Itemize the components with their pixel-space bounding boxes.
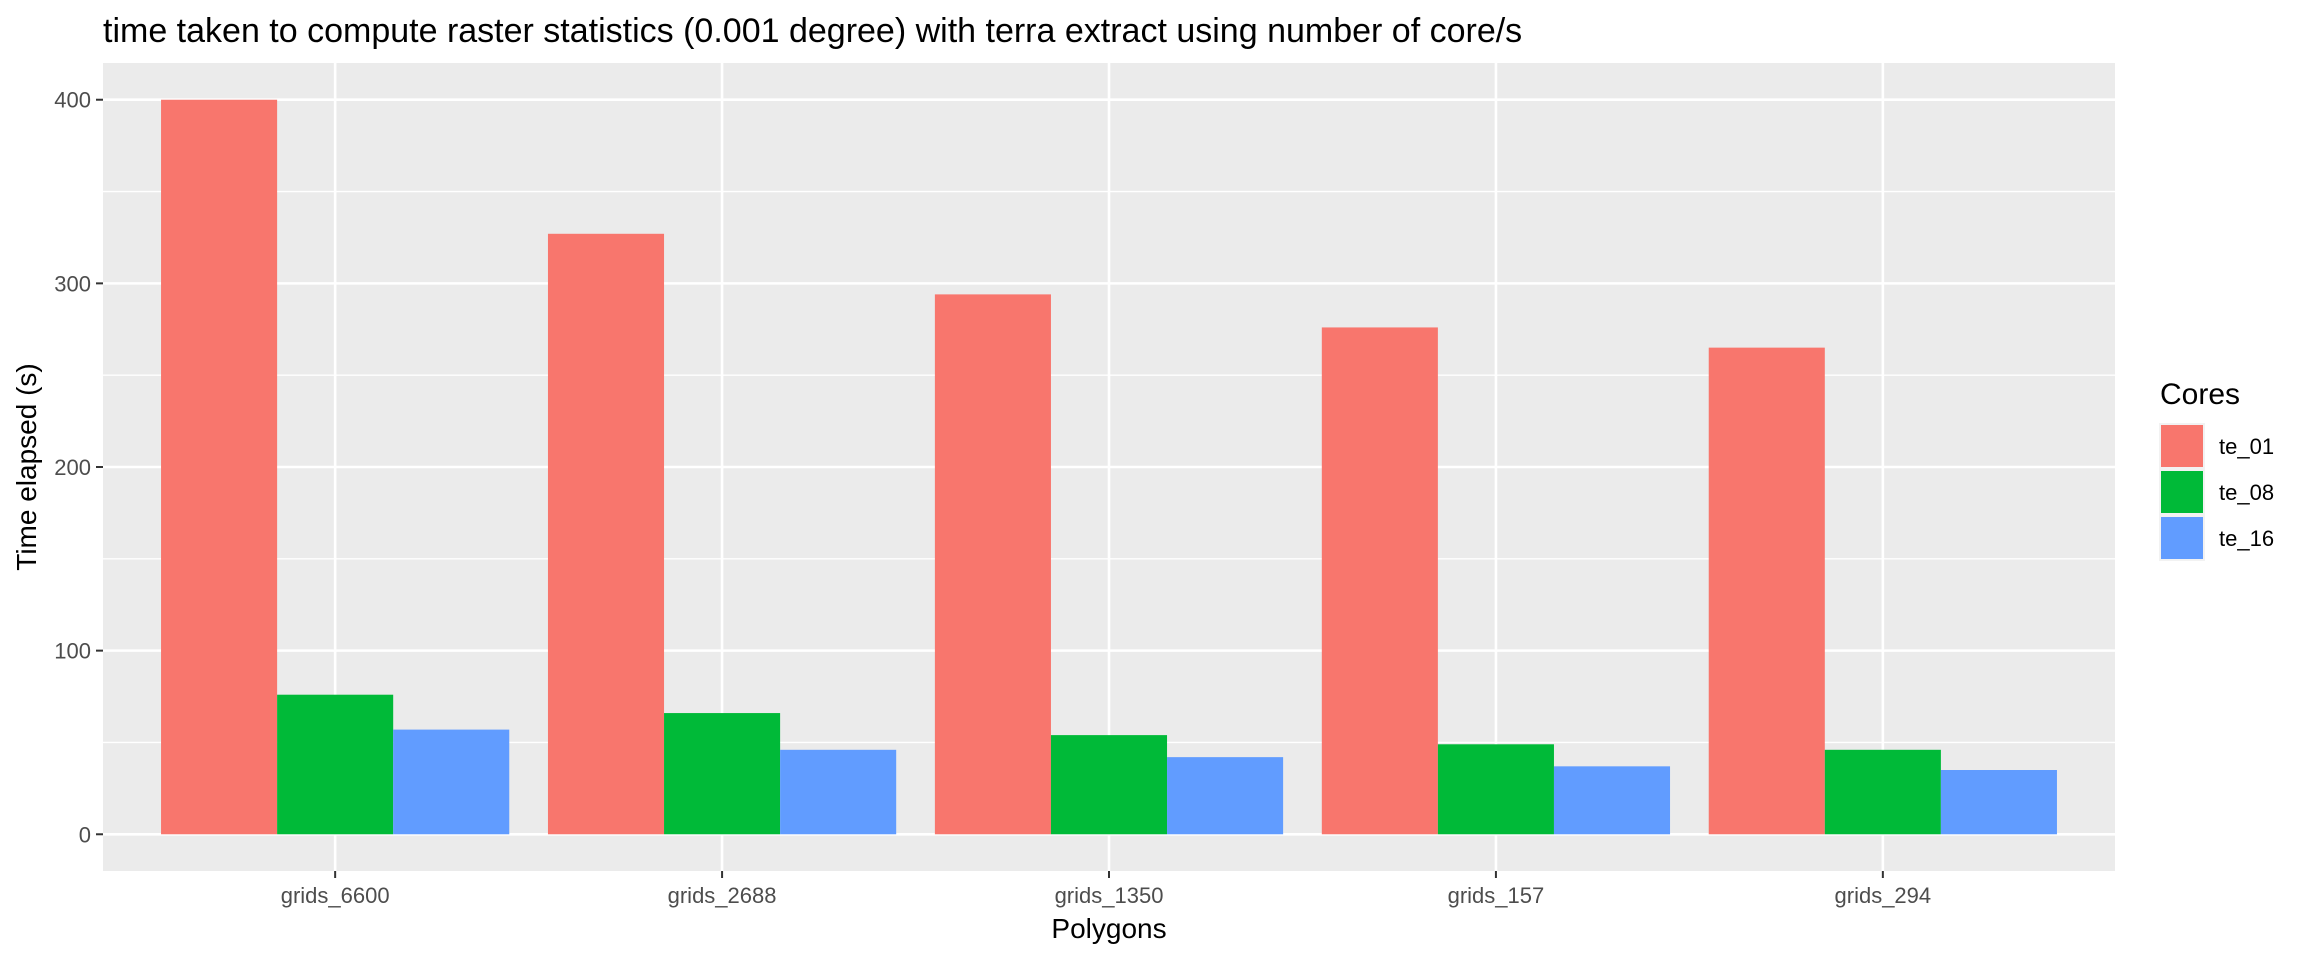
- bar-te_01-grids_294: [1708, 347, 1825, 835]
- bar-te_16-grids_2688: [780, 749, 897, 835]
- legend-label-te_01: te_01: [2219, 434, 2274, 459]
- bar-te_08-grids_2688: [664, 713, 781, 835]
- bar-te_08-grids_6600: [277, 694, 394, 835]
- x-tick-label: grids_2688: [668, 883, 777, 908]
- chart-title: time taken to compute raster statistics …: [103, 12, 1522, 50]
- y-axis: 0 100 200 300 400: [54, 88, 103, 847]
- x-tick-label: grids_157: [1448, 883, 1545, 908]
- bar-te_01-grids_2688: [547, 233, 665, 835]
- y-tick-label: 300: [54, 271, 91, 296]
- bar-te_16-grids_157: [1553, 766, 1671, 835]
- y-tick-label: 100: [54, 639, 91, 664]
- x-axis-title: Polygons: [1051, 913, 1166, 944]
- legend-swatch-te_08: [2161, 471, 2203, 513]
- legend-swatch-te_01: [2161, 425, 2203, 467]
- legend-swatch-te_16: [2161, 517, 2203, 559]
- bar-te_08-grids_1350: [1050, 735, 1168, 835]
- legend: Cores te_01 te_08 te_16: [2159, 378, 2274, 561]
- bar-te_16-grids_294: [1940, 770, 2057, 835]
- bar-te_16-grids_6600: [393, 729, 510, 835]
- bars: [161, 99, 2057, 835]
- legend-title: Cores: [2160, 378, 2240, 411]
- legend-label-te_16: te_16: [2219, 526, 2274, 551]
- bar-te_01-grids_1350: [934, 294, 1051, 835]
- x-tick-label: grids_6600: [281, 883, 390, 908]
- bar-te_08-grids_294: [1824, 749, 1941, 835]
- bar-te_16-grids_1350: [1167, 757, 1284, 835]
- x-axis: grids_6600 grids_2688 grids_1350 grids_157 g…: [281, 871, 1931, 908]
- bar-te_08-grids_157: [1437, 744, 1554, 835]
- y-tick-label: 400: [54, 88, 91, 113]
- x-tick-label: grids_294: [1835, 883, 1932, 908]
- x-tick-label: grids_1350: [1055, 883, 1164, 908]
- bar-te_01-grids_157: [1321, 327, 1438, 835]
- y-tick-label: 0: [79, 822, 91, 847]
- y-tick-label: 200: [54, 455, 91, 480]
- bar-te_01-grids_6600: [161, 99, 278, 835]
- y-axis-title: Time elapsed (s): [11, 363, 42, 570]
- legend-label-te_08: te_08: [2219, 480, 2274, 505]
